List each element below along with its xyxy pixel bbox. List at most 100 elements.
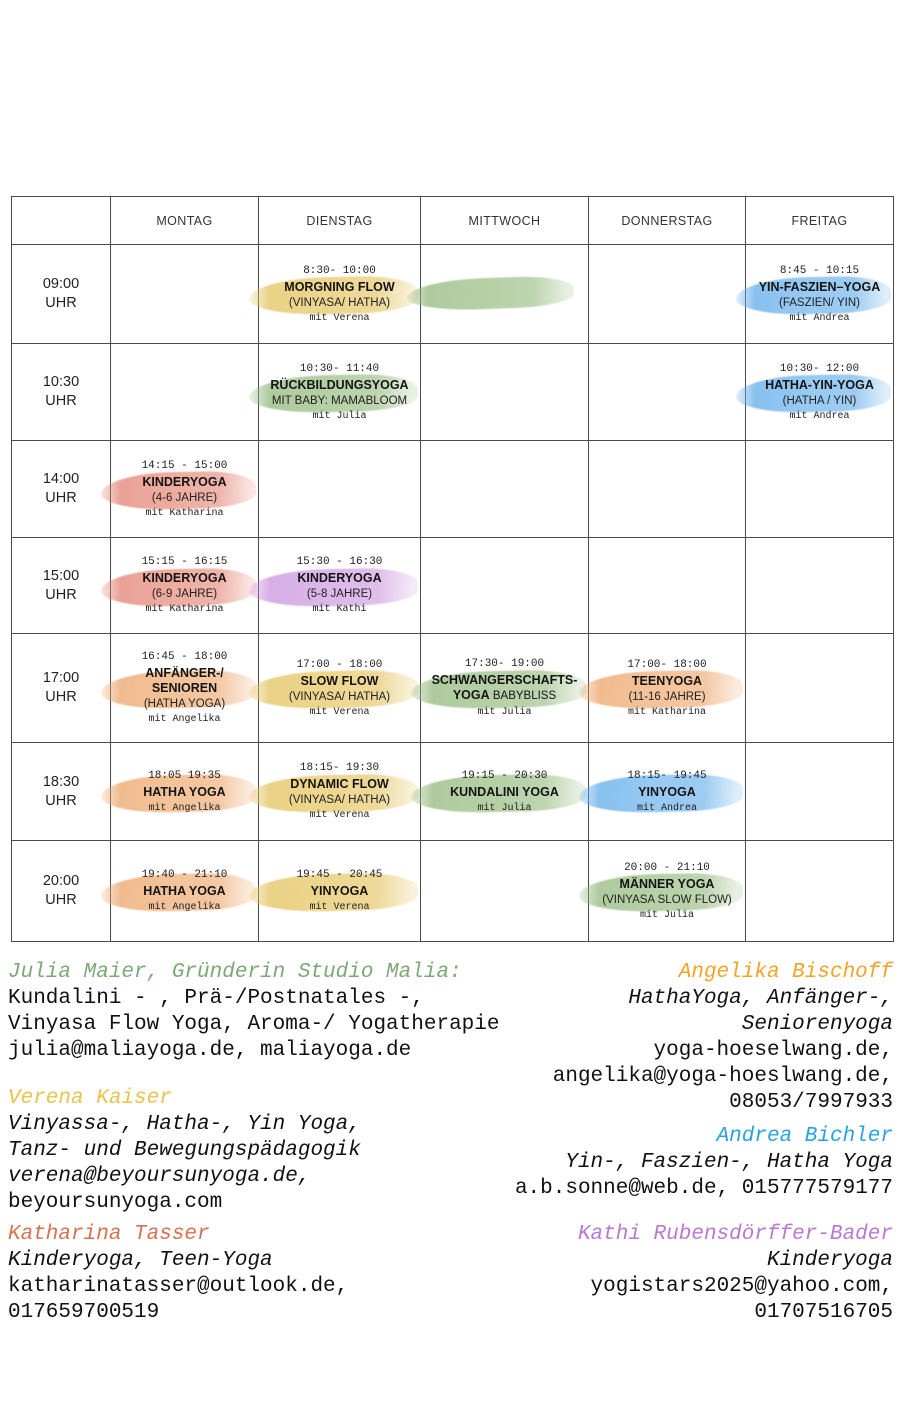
time-label-1500-uhr: 15:00 UHR <box>12 538 111 634</box>
class-teacher: mit Julia <box>639 909 694 921</box>
contact-line: Kinderyoga, Teen-Yoga <box>8 1249 273 1272</box>
class-time: 10:30- 12:00 <box>779 362 860 375</box>
schedule-cell: 19:45 - 20:45 YINYOGA mit Verena <box>248 841 421 942</box>
class-title: YINYOGA <box>311 884 369 899</box>
class-title-text: SCHWANGERSCHAFTS- YOGA <box>431 673 578 702</box>
class-title: SLOW FLOW <box>301 674 379 689</box>
time-value: 09:00 <box>42 276 80 292</box>
time-unit: UHR <box>45 689 77 705</box>
class-time: 15:15 - 16:15 <box>141 556 228 568</box>
class-time: 18:15- 19:45 <box>627 769 707 782</box>
class-title-text: MORGNING FLOW <box>284 279 395 294</box>
contact-name: Katharina Tasser <box>8 1223 210 1246</box>
class-time: 19:15 - 20:30 <box>461 769 548 782</box>
class-title-text: DYNAMIC FLOW <box>290 777 389 791</box>
contact-line: yogistars2025@yahoo.com, <box>590 1275 893 1298</box>
class-title: KINDERYOGA <box>297 571 381 586</box>
day-header-mittwoch: MITTWOCH <box>421 197 589 245</box>
schedule-cell: 15:15 - 16:15 KINDERYOGA (6-9 JAHRE) mit Ka… <box>100 538 259 634</box>
schedule-cell <box>406 245 589 344</box>
contact-line: Kinderyoga <box>766 1249 893 1272</box>
class-teacher: mit Julia <box>312 410 367 422</box>
schedule-cell <box>746 441 894 538</box>
class-time: 15:30 - 16:30 <box>296 556 383 568</box>
class-title-text: TEENYOGA <box>631 673 703 688</box>
class-title-text: HATHA YOGA <box>143 784 226 799</box>
class-subtitle: (FASZIEN/ YIN) <box>779 296 860 309</box>
class-subtitle: (5-8 JAHRE) <box>306 588 373 600</box>
class-teacher: mit Julia <box>477 802 532 814</box>
time-label-1400-uhr: 14:00 UHR <box>12 441 111 538</box>
class-subtitle: MIT BABY: MAMABLOOM <box>271 394 408 407</box>
class-title-text: KINDERYOGA <box>142 474 227 489</box>
contact-line: Tanz- und Bewegungspädagogik <box>8 1139 361 1162</box>
schedule-cell <box>421 344 589 441</box>
time-value: 20:00 <box>42 873 80 889</box>
class-teacher: mit Angelika <box>148 902 221 913</box>
contact-section-angelika-bischoff: Angelika Bischoff HathaYoga, Anfänger-, Se… <box>553 960 893 1116</box>
schedule-cell: 18:15- 19:30 DYNAMIC FLOW (VINYASA/ HATHA)… <box>248 743 421 841</box>
schedule-cell <box>746 538 894 634</box>
class-title-text: ANFÄNGER-/ SENIOREN <box>145 666 224 695</box>
class-time: 14:15 - 15:00 <box>141 459 228 472</box>
day-header-freitag: FREITAG <box>746 197 894 245</box>
contact-line: Yin-, Faszien-, Hatha Yoga <box>565 1151 893 1174</box>
class-title-text: YINYOGA <box>310 884 369 898</box>
schedule-cell <box>421 538 589 634</box>
class-subtitle: (VINYASA SLOW FLOW) <box>602 893 732 906</box>
contact-line: angelika@yoga-hoeslwang.de, <box>552 1065 893 1088</box>
header-corner-cell <box>12 197 111 245</box>
class-title: ANFÄNGER-/ SENIOREN <box>145 666 223 696</box>
class-teacher: mit Kathi <box>312 604 367 615</box>
class-title: HATHA YOGA <box>143 884 225 899</box>
class-title-text: KINDERYOGA <box>297 571 382 585</box>
class-title-text: HATHA-YIN-YOGA <box>765 377 874 392</box>
class-time: 17:00- 18:00 <box>627 658 707 671</box>
schedule-cell <box>259 441 421 538</box>
class-subtitle: (VINYASA/ HATHA) <box>288 794 391 806</box>
schedule-table: MONTAG DIENSTAG MITTWOCH DONNERSTAG FREITAG 0… <box>11 196 894 942</box>
time-value: 18:30 <box>42 773 80 790</box>
schedule-cell: 15:30 - 16:30 KINDERYOGA (5-8 JAHRE) mit Ka… <box>248 538 421 634</box>
time-value: 15:00 <box>42 567 80 584</box>
class-time: 17:00 - 18:00 <box>296 658 383 671</box>
class-subtitle: (11-16 JAHRE) <box>628 690 706 703</box>
class-title: HATHA-YIN-YOGA <box>765 378 874 393</box>
class-time: 8:30- 10:00 <box>303 264 376 277</box>
class-title-text: KINDERYOGA <box>142 571 227 585</box>
schedule-cell: 14:15 - 15:00 KINDERYOGA (4-6 JAHRE) mit Ka… <box>100 441 259 538</box>
time-value: 10:30 <box>42 374 80 390</box>
class-title: HATHA YOGA <box>143 785 225 800</box>
class-teacher: mit Katharina <box>145 507 224 519</box>
class-teacher: mit Julia <box>477 707 532 718</box>
contact-line: Seniorenyoga <box>741 1013 893 1036</box>
class-teacher: mit Katharina <box>627 706 706 718</box>
contact-line: a.b.sonne@web.de, 015777579177 <box>514 1177 893 1200</box>
schedule-cell: 8:45 - 10:15 YIN-FASZIEN–YOGA (FASZIEN/ YI… <box>735 245 894 344</box>
contact-section-julia-maier: Julia Maier, Gründerin Studio Malia: Kund… <box>8 960 499 1064</box>
contact-line: HathaYoga, Anfänger-, <box>628 987 893 1010</box>
contact-line: yoga-hoeselwang.de, <box>653 1039 893 1062</box>
class-time: 16:45 - 18:00 <box>141 651 228 663</box>
schedule-cell: 17:00 - 18:00 SLOW FLOW (VINYASA/ HATHA) mi… <box>248 634 421 743</box>
contact-line: beyoursunyoga.com <box>8 1191 223 1214</box>
class-teacher: mit Andrea <box>789 312 850 324</box>
class-subtitle: (HATHA / YIN) <box>782 394 857 407</box>
class-subtitle: (VINYASA/ HATHA) <box>288 690 391 703</box>
class-title: YIN-FASZIEN–YOGA <box>759 280 881 295</box>
contact-name: Andrea Bichler <box>716 1125 893 1148</box>
contact-line: 017659700519 <box>8 1301 160 1324</box>
class-title: YINYOGA <box>638 785 696 800</box>
class-teacher: mit Verena <box>309 810 370 821</box>
day-header-donnerstag: DONNERSTAG <box>589 197 746 245</box>
class-title-text: HATHA YOGA <box>143 884 226 898</box>
class-title: KUNDALINI YOGA <box>450 785 559 800</box>
schedule-cell <box>589 441 746 538</box>
time-unit: UHR <box>45 892 77 908</box>
time-value: 14:00 <box>42 471 80 487</box>
time-label-1030-uhr: 10:30 UHR <box>12 344 111 441</box>
contact-line: katharinatasser@outlook.de, <box>8 1275 349 1298</box>
class-title: SCHWANGERSCHAFTS- YOGA BABYBLISS <box>432 673 578 704</box>
schedule-cell: 10:30- 11:40 RÜCKBILDUNGSYOGA MIT BABY: MA… <box>248 344 421 441</box>
